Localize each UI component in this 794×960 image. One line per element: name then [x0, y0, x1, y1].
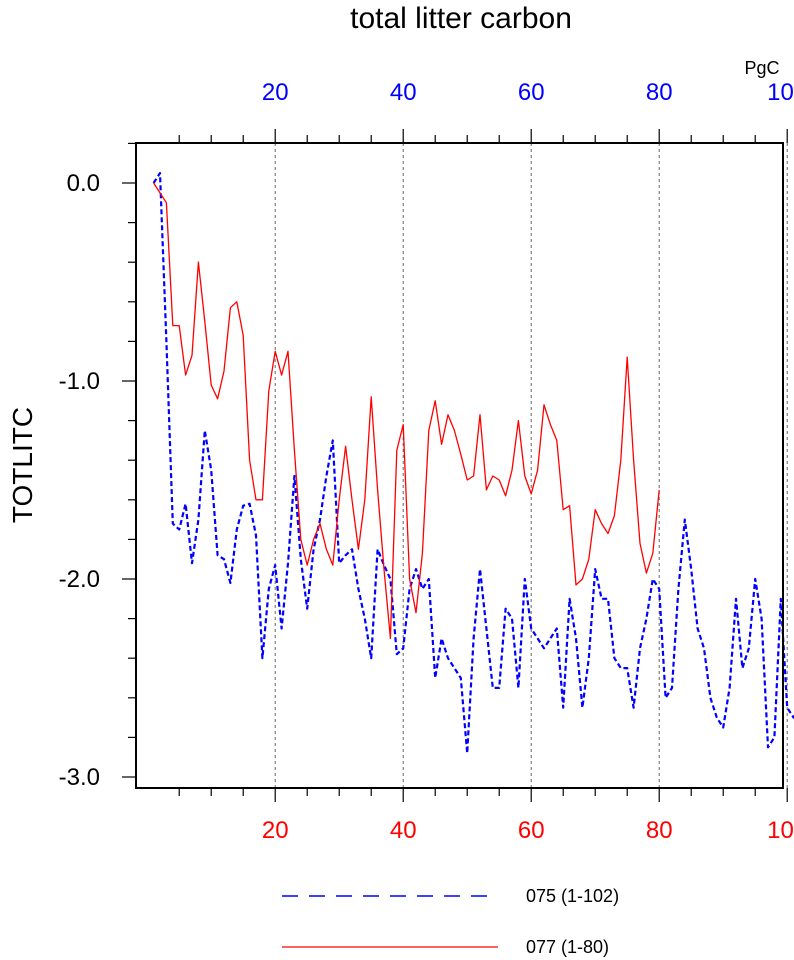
x-tick-label-bottom: 20 [262, 817, 289, 844]
plot-frame [135, 142, 784, 789]
x-tick-label-bottom: 80 [646, 817, 673, 844]
series-lines [152, 172, 794, 755]
x-tick-label-bottom: 40 [390, 817, 417, 844]
x-tick-label-top: 20 [262, 79, 289, 106]
y-tick-label: -3.0 [59, 764, 100, 791]
x-tick-label-bottom: 60 [518, 817, 545, 844]
legend: 075 (1-102) 077 (1-80) [282, 886, 619, 957]
y-tick-label: 0.0 [67, 170, 100, 197]
y-tick-label: -1.0 [59, 368, 100, 395]
x-tick-label-top: 60 [518, 79, 545, 106]
axes: 20 40 60 80 100 20 40 60 80 100 0.0 -1.0 -2.0 -3.0 [59, 79, 794, 844]
y-tick-label: -2.0 [59, 566, 100, 593]
x-tick-label-bottom: 100 [767, 817, 794, 844]
units-label: PgC [744, 58, 779, 78]
x-tick-label-top: 40 [390, 79, 417, 106]
y-axis-label: TOTLITC [7, 407, 38, 523]
legend-label-077: 077 (1-80) [526, 937, 609, 957]
series-line-077 [153, 182, 660, 640]
x-tick-label-top: 80 [646, 79, 673, 106]
series-line-075 [152, 172, 794, 755]
x-tick-label-top: 100 [767, 79, 794, 106]
chart-title: total litter carbon [350, 2, 572, 35]
legend-label-075: 075 (1-102) [526, 886, 619, 906]
